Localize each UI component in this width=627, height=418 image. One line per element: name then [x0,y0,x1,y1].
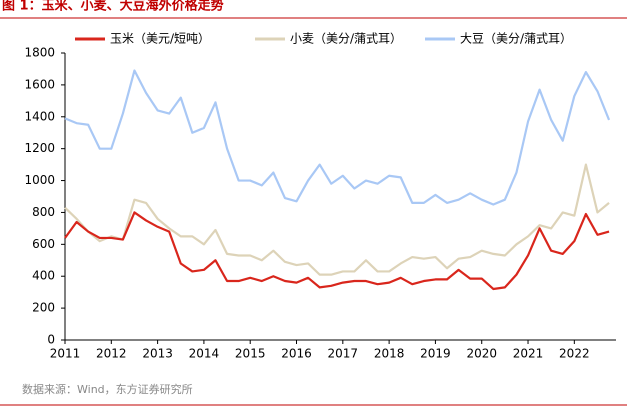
source-note: 数据来源：Wind，东方证券研究所 [22,382,193,396]
y-tick-label: 1400 [24,109,55,123]
y-tick-label: 1800 [24,46,55,60]
x-tick-label: 2012 [96,347,127,361]
y-tick-label: 400 [32,269,55,283]
x-tick-label: 2011 [50,347,81,361]
x-tick-label: 2013 [142,347,173,361]
y-tick-label: 200 [32,301,55,315]
y-tick-label: 600 [32,237,55,251]
legend-label: 大豆（美分/蒲式耳） [460,32,572,46]
x-tick-label: 2018 [374,347,405,361]
y-tick-label: 800 [32,205,55,219]
x-tick-label: 2015 [235,347,266,361]
series-line [64,69,611,206]
x-tick-label: 2014 [189,347,220,361]
y-tick-label: 1200 [24,141,55,155]
y-tick-label: 0 [47,333,55,347]
y-tick-label: 1000 [24,173,55,187]
x-tick-label: 2017 [328,347,359,361]
y-tick-label: 1600 [24,77,55,91]
x-tick-label: 2021 [513,347,544,361]
x-tick-label: 2022 [559,347,590,361]
x-tick-label: 2020 [466,347,497,361]
series-line [64,211,610,291]
series-line [64,163,610,276]
legend-label: 玉米（美元/短吨） [110,32,210,46]
x-tick-label: 2019 [420,347,451,361]
legend-label: 小麦（美分/蒲式耳） [290,32,402,46]
x-tick-label: 2016 [281,347,312,361]
chart-title: 图 1：玉米、小麦、大豆海外价格走势 [2,0,224,14]
